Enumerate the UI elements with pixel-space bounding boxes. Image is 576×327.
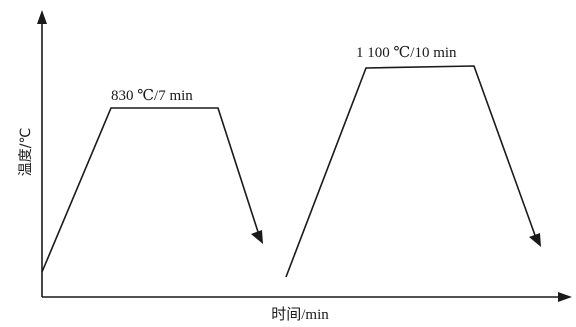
stage-1-arrowhead (251, 230, 263, 244)
y-axis-label: 温度/℃ (18, 128, 34, 176)
stage-2-profile (285, 65, 537, 278)
stage-2-arrowhead (529, 233, 541, 247)
y-axis-arrowhead (37, 10, 47, 24)
x-axis-arrowhead (558, 292, 572, 302)
stage-1-label: 830 ℃/7 min (111, 88, 193, 104)
x-axis-label: 时间/min (271, 306, 329, 323)
stage-2-label: 1 100 ℃/10 min (356, 45, 457, 61)
stage-1-profile (41, 107, 260, 273)
